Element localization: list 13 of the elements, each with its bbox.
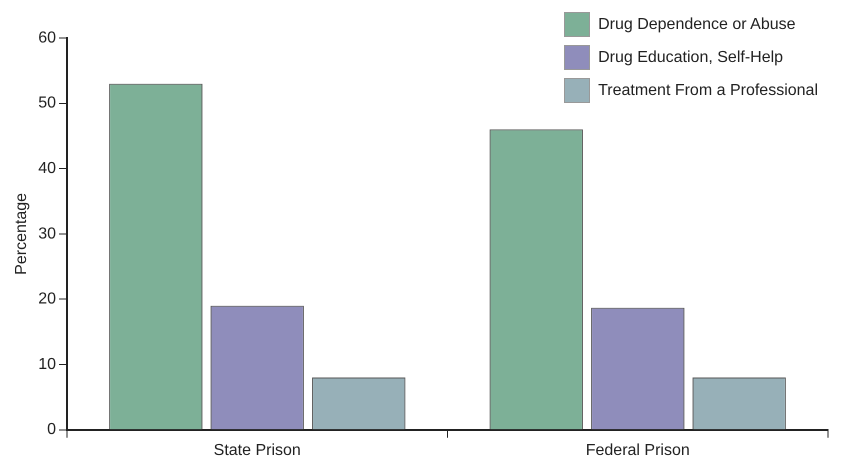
x-tick-label: State Prison xyxy=(214,442,301,459)
x-tick-label: Federal Prison xyxy=(586,442,690,459)
legend-label: Treatment From a Professional xyxy=(598,82,818,100)
legend-label: Drug Dependence or Abuse xyxy=(598,16,796,34)
y-tick-label: 50 xyxy=(38,94,56,112)
y-tick-label: 60 xyxy=(38,29,56,46)
y-axis-title: Percentage xyxy=(13,192,30,275)
y-tick-label: 0 xyxy=(47,421,56,438)
y-tick-label: 30 xyxy=(38,225,56,242)
legend-label: Drug Education, Self-Help xyxy=(598,48,784,66)
y-tick-label: 40 xyxy=(38,160,56,178)
y-tick-label: 20 xyxy=(38,290,56,308)
y-tick-label: 10 xyxy=(38,356,56,373)
